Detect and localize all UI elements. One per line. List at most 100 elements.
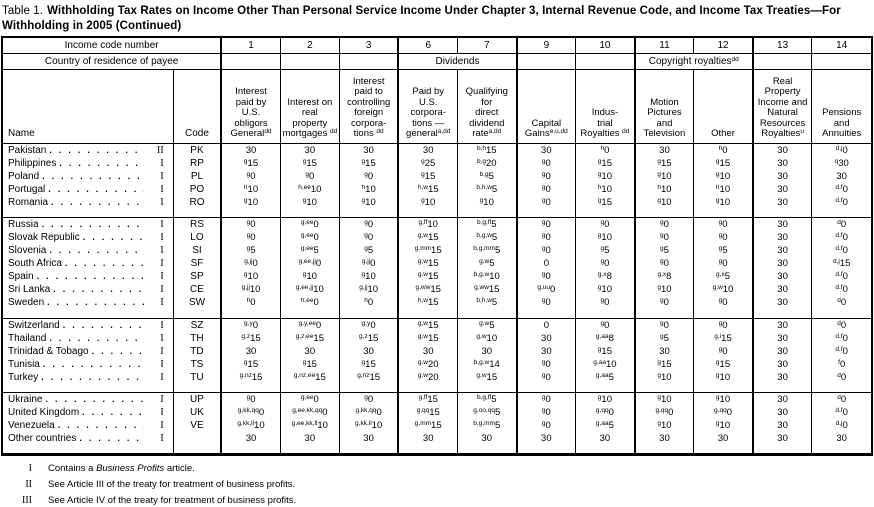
footnote-superscript: g bbox=[479, 196, 484, 204]
rate-cell: 30 bbox=[751, 357, 813, 371]
country-name: United Kingdom bbox=[8, 407, 80, 419]
footnote-superscript: d bbox=[837, 219, 841, 227]
rate-cell: g0 bbox=[338, 231, 399, 245]
footnote-row: I Contains a Business Profits article. bbox=[0, 463, 874, 475]
rate-cell: 30 bbox=[751, 344, 813, 358]
footnote-superscript: g bbox=[660, 245, 664, 253]
group-header-row: Country of residence of payee Dividends Co… bbox=[1, 52, 873, 70]
header-line: property bbox=[292, 117, 328, 129]
footnote-superscript: g,qq bbox=[416, 407, 430, 415]
footnote-superscript: g,ee,jj bbox=[298, 258, 316, 266]
rate-cell: g,ee,kk,qq0 bbox=[279, 406, 340, 420]
rate-column-header: Other bbox=[693, 68, 754, 144]
rate-cell: 30 bbox=[220, 344, 281, 358]
table-row: Spain..............................ISPg1… bbox=[1, 270, 873, 284]
rate-cell: g10 bbox=[279, 195, 340, 218]
rate-cell: 30 bbox=[751, 432, 813, 455]
rate-cell: g,w15 bbox=[397, 317, 459, 332]
rate-cell: h10 bbox=[633, 182, 695, 196]
header-line: ratea,dd bbox=[472, 128, 502, 140]
country-name: Thailand bbox=[8, 332, 47, 344]
column-number: 12 bbox=[693, 36, 754, 54]
footnote-superscript: g,w bbox=[712, 284, 723, 292]
rate-cell: g0 bbox=[515, 169, 577, 183]
footnote-superscript: g,z,ee bbox=[295, 332, 314, 340]
rate-cell: g0 bbox=[515, 156, 577, 170]
header-line: Interest on bbox=[287, 96, 333, 108]
treaty-mark: I bbox=[160, 345, 164, 357]
footnote-superscript: g,aa bbox=[593, 358, 606, 366]
country-code-cell: TU bbox=[172, 370, 222, 393]
country-name: Spain bbox=[8, 271, 34, 283]
table-head: Income code number 1 2 3 6 7 9 10 11 12 13 14 Countr… bbox=[1, 36, 873, 144]
footnote-superscript: g,y bbox=[244, 319, 253, 327]
footnote-superscript: g bbox=[541, 394, 546, 402]
treaty-mark: I bbox=[160, 433, 164, 445]
rate-cell: g,ee,kk,ll10 bbox=[279, 419, 340, 433]
rate-cell: g10 bbox=[575, 169, 636, 183]
rate-cell: g10 bbox=[633, 419, 695, 433]
dot-leader: .............................. bbox=[53, 284, 143, 295]
rate-cell: g5 bbox=[633, 331, 695, 345]
footnote-superscript: g bbox=[715, 358, 720, 366]
footnote-row: II See Article III of the treaty for trea… bbox=[0, 479, 874, 491]
footnote-superscript: g,ff bbox=[418, 394, 428, 402]
footnote-superscript: g bbox=[541, 219, 546, 227]
footnote-superscript: b,g bbox=[479, 170, 489, 178]
rate-cell: g15 bbox=[575, 195, 636, 218]
rate-cell: b,g,ff5 bbox=[456, 392, 518, 407]
rate-cell: g0 bbox=[515, 406, 577, 420]
rate-cell: 30 bbox=[751, 283, 813, 297]
country-cell: South Africa............................… bbox=[1, 257, 174, 271]
rate-cell: d0 bbox=[811, 296, 873, 319]
rate-cell: 30 bbox=[456, 432, 518, 455]
table-title: Table 1. Withholding Tax Rates on Income … bbox=[0, 0, 874, 36]
rate-cell: g,w20 bbox=[397, 370, 459, 393]
footnote-superscript: g,x bbox=[597, 271, 607, 279]
country-code-cell: SW bbox=[172, 296, 222, 319]
footnote-superscript: g bbox=[597, 345, 602, 353]
footnote-superscript: d,f bbox=[835, 245, 843, 253]
rate-cell: h0 bbox=[693, 143, 754, 157]
header-line: Qualifying bbox=[465, 86, 508, 98]
rate-cell: 30 bbox=[633, 432, 695, 455]
rate-cell: g,nz,ee15 bbox=[279, 370, 340, 393]
rate-cell: g0 bbox=[575, 257, 636, 271]
rate-cell: g,w10 bbox=[456, 331, 518, 345]
footnote-superscript: g,ee,kk,ll bbox=[291, 420, 318, 428]
rate-cell: g5 bbox=[633, 244, 695, 258]
footnote-superscript: g bbox=[302, 358, 307, 366]
dot-leader: .............................. bbox=[62, 319, 144, 330]
rate-cell: d,f0 bbox=[811, 344, 873, 358]
header-line: paid to bbox=[354, 86, 383, 98]
rate-cell: g,x5 bbox=[693, 270, 754, 284]
rate-cell: 30 bbox=[515, 331, 577, 345]
rate-cell: g10 bbox=[575, 392, 636, 407]
footnote-superscript: g bbox=[246, 394, 251, 402]
table-row: Slovak Republic.........................… bbox=[1, 231, 873, 245]
footnote-superscript: g,ee,kk,qq bbox=[292, 407, 323, 415]
footnote-superscript: g bbox=[657, 170, 661, 178]
group-header-spacer-cell bbox=[751, 52, 813, 70]
footnote-superscript: d,f bbox=[835, 345, 843, 353]
rate-cell: g5 bbox=[575, 244, 636, 258]
rate-cell: b,h,w5 bbox=[456, 296, 518, 319]
country-name: South Africa bbox=[8, 258, 62, 270]
rate-cell: g,w15 bbox=[397, 257, 459, 271]
rate-cell: g0 bbox=[338, 392, 399, 407]
footnote-superscript: g bbox=[657, 157, 661, 165]
rate-cell: d0 bbox=[811, 217, 873, 232]
header-line: and bbox=[833, 117, 850, 129]
footnote-superscript: h,w bbox=[417, 297, 428, 305]
country-cell-content: Tunisia.............................. I bbox=[3, 358, 172, 371]
rate-cell: d0 bbox=[811, 317, 873, 332]
footnote-superscript: d,f bbox=[835, 183, 843, 191]
treaty-mark: I bbox=[160, 297, 164, 309]
treaty-mark: I bbox=[160, 319, 164, 331]
country-cell-content: Philippines.............................… bbox=[3, 157, 172, 170]
header-line: Royalties dd bbox=[580, 128, 630, 140]
rate-cell: g,ww15 bbox=[456, 283, 518, 297]
country-code-cell: TH bbox=[172, 331, 222, 345]
footnote-superscript: g,jj bbox=[241, 284, 250, 292]
footnote-superscript: g,qq bbox=[595, 407, 609, 415]
